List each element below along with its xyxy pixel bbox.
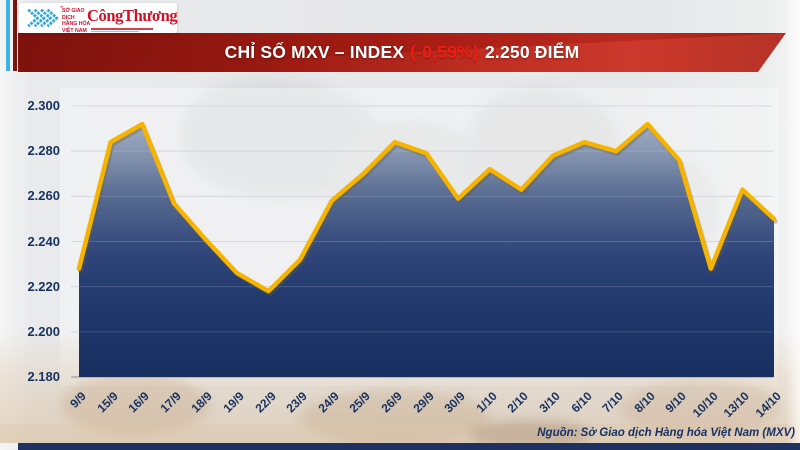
congthuong-logo: CôngThương bbox=[87, 6, 178, 25]
index-line bbox=[76, 121, 777, 294]
commodity-photo-watermark bbox=[0, 424, 800, 443]
y-axis-label: 2.220 bbox=[27, 278, 60, 294]
title-prefix: CHỈ SỐ MXV – INDEX bbox=[224, 42, 405, 62]
congthuong-subline bbox=[91, 31, 139, 32]
mxv-logo-line: SỞ GIAO DỊCH bbox=[62, 8, 85, 21]
source-caption: Nguồn: Sở Giao dịch Hàng hóa Việt Nam (M… bbox=[537, 427, 795, 439]
title-change-pct: (-0,59%) bbox=[410, 42, 479, 62]
page-edge-highlight bbox=[786, 0, 800, 450]
index-area-fill bbox=[79, 124, 774, 377]
photo-blob bbox=[620, 380, 780, 435]
congthuong-underline bbox=[91, 28, 153, 30]
accent-stripe-blue bbox=[6, 0, 10, 71]
photo-blob bbox=[60, 375, 210, 435]
gridlines-overlay bbox=[71, 105, 773, 333]
photo-blob bbox=[300, 390, 490, 445]
footer-bar bbox=[18, 443, 800, 450]
y-axis-label: 2.260 bbox=[27, 188, 60, 204]
chart-title: CHỈ SỐ MXV – INDEX (-0,59%) 2.250 ĐIỂM bbox=[18, 33, 786, 72]
mxv-logo-line: HÀNG HÓA bbox=[62, 21, 91, 27]
mxv-logo-text: SỞ GIAO DỊCH HÀNG HÓA VIỆT NAM bbox=[62, 8, 92, 34]
y-axis-label: 2.280 bbox=[27, 143, 60, 159]
logo-box: ™ SỞ GIAO DỊCH HÀNG HÓA VIỆT NAM CôngThư… bbox=[19, 3, 178, 34]
title-value: 2.250 ĐIỂM bbox=[484, 42, 580, 62]
mxv-logo-line: VIỆT NAM bbox=[62, 27, 87, 34]
title-banner: CHỈ SỐ MXV – INDEX (-0,59%) 2.250 ĐIỂM bbox=[18, 33, 786, 72]
trademark-symbol: ™ bbox=[59, 5, 64, 10]
mxv-logo-icon bbox=[27, 8, 58, 28]
y-axis-label: 2.200 bbox=[27, 323, 60, 339]
y-axis-label: 2.300 bbox=[27, 98, 60, 113]
y-axis-label: 2.180 bbox=[27, 369, 60, 384]
accent-stripe-red bbox=[13, 0, 17, 71]
y-axis-label: 2.240 bbox=[27, 233, 60, 249]
